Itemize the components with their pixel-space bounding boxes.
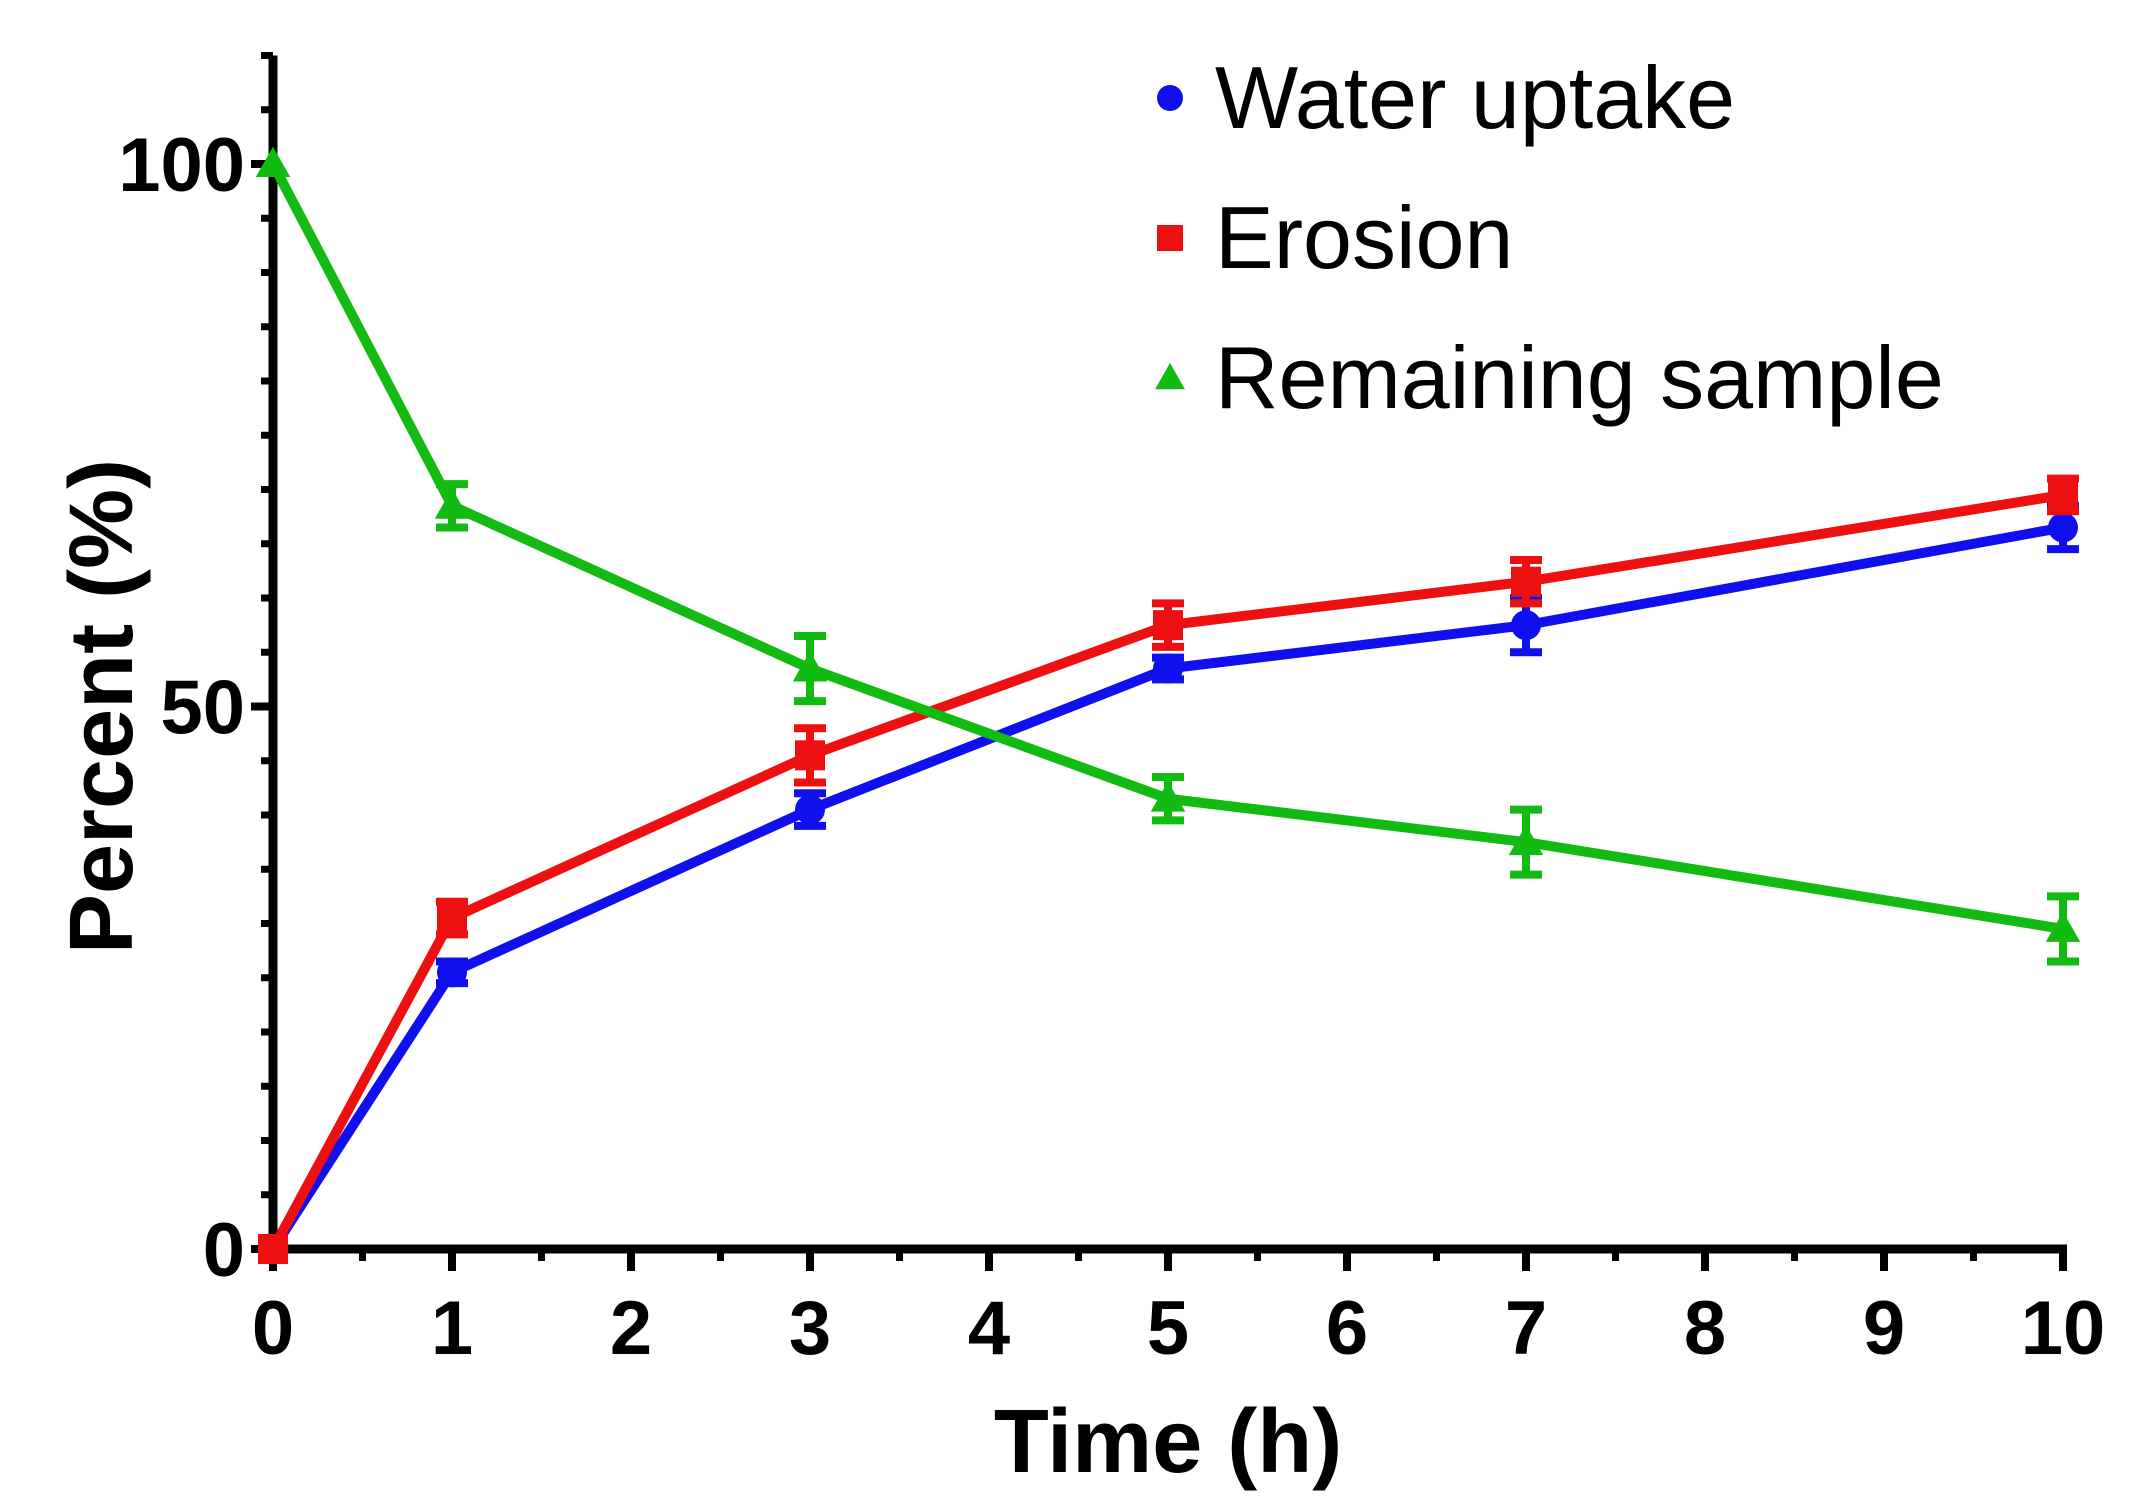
legend: Water uptake Erosion Remaining sample bbox=[1155, 48, 1944, 427]
x-tick-label: 5 bbox=[1147, 1286, 1189, 1371]
series-water-uptake bbox=[258, 501, 2079, 1264]
data-point bbox=[437, 957, 467, 988]
legend-marker-remaining-sample bbox=[1155, 363, 1185, 390]
data-point bbox=[792, 651, 828, 682]
legend-marker-water-uptake bbox=[1157, 85, 1183, 111]
data-point bbox=[1511, 566, 1541, 597]
data-point bbox=[434, 488, 470, 519]
data-point bbox=[1153, 610, 1183, 641]
x-tick-label: 0 bbox=[252, 1286, 294, 1371]
data-point bbox=[2045, 911, 2081, 942]
data-point bbox=[2048, 512, 2078, 543]
data-point bbox=[258, 1234, 288, 1264]
y-tick-label: 50 bbox=[160, 666, 245, 751]
x-tick-label: 9 bbox=[1863, 1286, 1905, 1371]
x-tick-label: 2 bbox=[610, 1286, 652, 1371]
legend-entry-remaining-sample: Remaining sample bbox=[1155, 328, 1944, 427]
series-line-remaining-sample bbox=[268, 161, 2064, 934]
y-tick-label: 0 bbox=[203, 1208, 245, 1293]
data-point bbox=[2048, 479, 2078, 510]
data-point bbox=[1153, 653, 1183, 684]
data-point bbox=[1508, 824, 1544, 856]
y-tick-label: 100 bbox=[118, 123, 245, 208]
series-remaining-sample bbox=[255, 146, 2081, 966]
series-line-erosion bbox=[268, 489, 2064, 1252]
data-point bbox=[1150, 781, 1186, 812]
legend-label: Water uptake bbox=[1215, 48, 1735, 147]
legend-label: Remaining sample bbox=[1215, 328, 1944, 427]
series-layer bbox=[255, 146, 2081, 1264]
data-point bbox=[795, 794, 825, 825]
x-tick-label: 4 bbox=[968, 1286, 1010, 1371]
x-tick-label: 6 bbox=[1326, 1286, 1368, 1371]
x-tick-label: 3 bbox=[789, 1286, 831, 1371]
x-tick-label: 1 bbox=[431, 1286, 473, 1371]
y-axis-title: Percent (%) bbox=[52, 459, 152, 954]
x-tick-label: 10 bbox=[2021, 1286, 2106, 1371]
axes: 0 50 100 0 1 2 3 4 5 6 7 8 9 10 bbox=[118, 52, 2106, 1371]
legend-entry-water-uptake: Water uptake bbox=[1157, 48, 1735, 147]
data-point bbox=[795, 740, 825, 771]
data-point bbox=[1511, 610, 1541, 641]
legend-entry-erosion: Erosion bbox=[1157, 188, 1513, 287]
series-erosion bbox=[258, 474, 2079, 1264]
x-axis-title: Time (h) bbox=[994, 1392, 1342, 1492]
legend-label: Erosion bbox=[1215, 188, 1513, 287]
x-tick-label: 8 bbox=[1684, 1286, 1726, 1371]
data-point bbox=[255, 146, 291, 177]
x-tick-label: 7 bbox=[1505, 1286, 1547, 1371]
legend-marker-erosion bbox=[1157, 225, 1183, 251]
data-point bbox=[437, 903, 467, 934]
series-line-water-uptake bbox=[268, 522, 2064, 1252]
